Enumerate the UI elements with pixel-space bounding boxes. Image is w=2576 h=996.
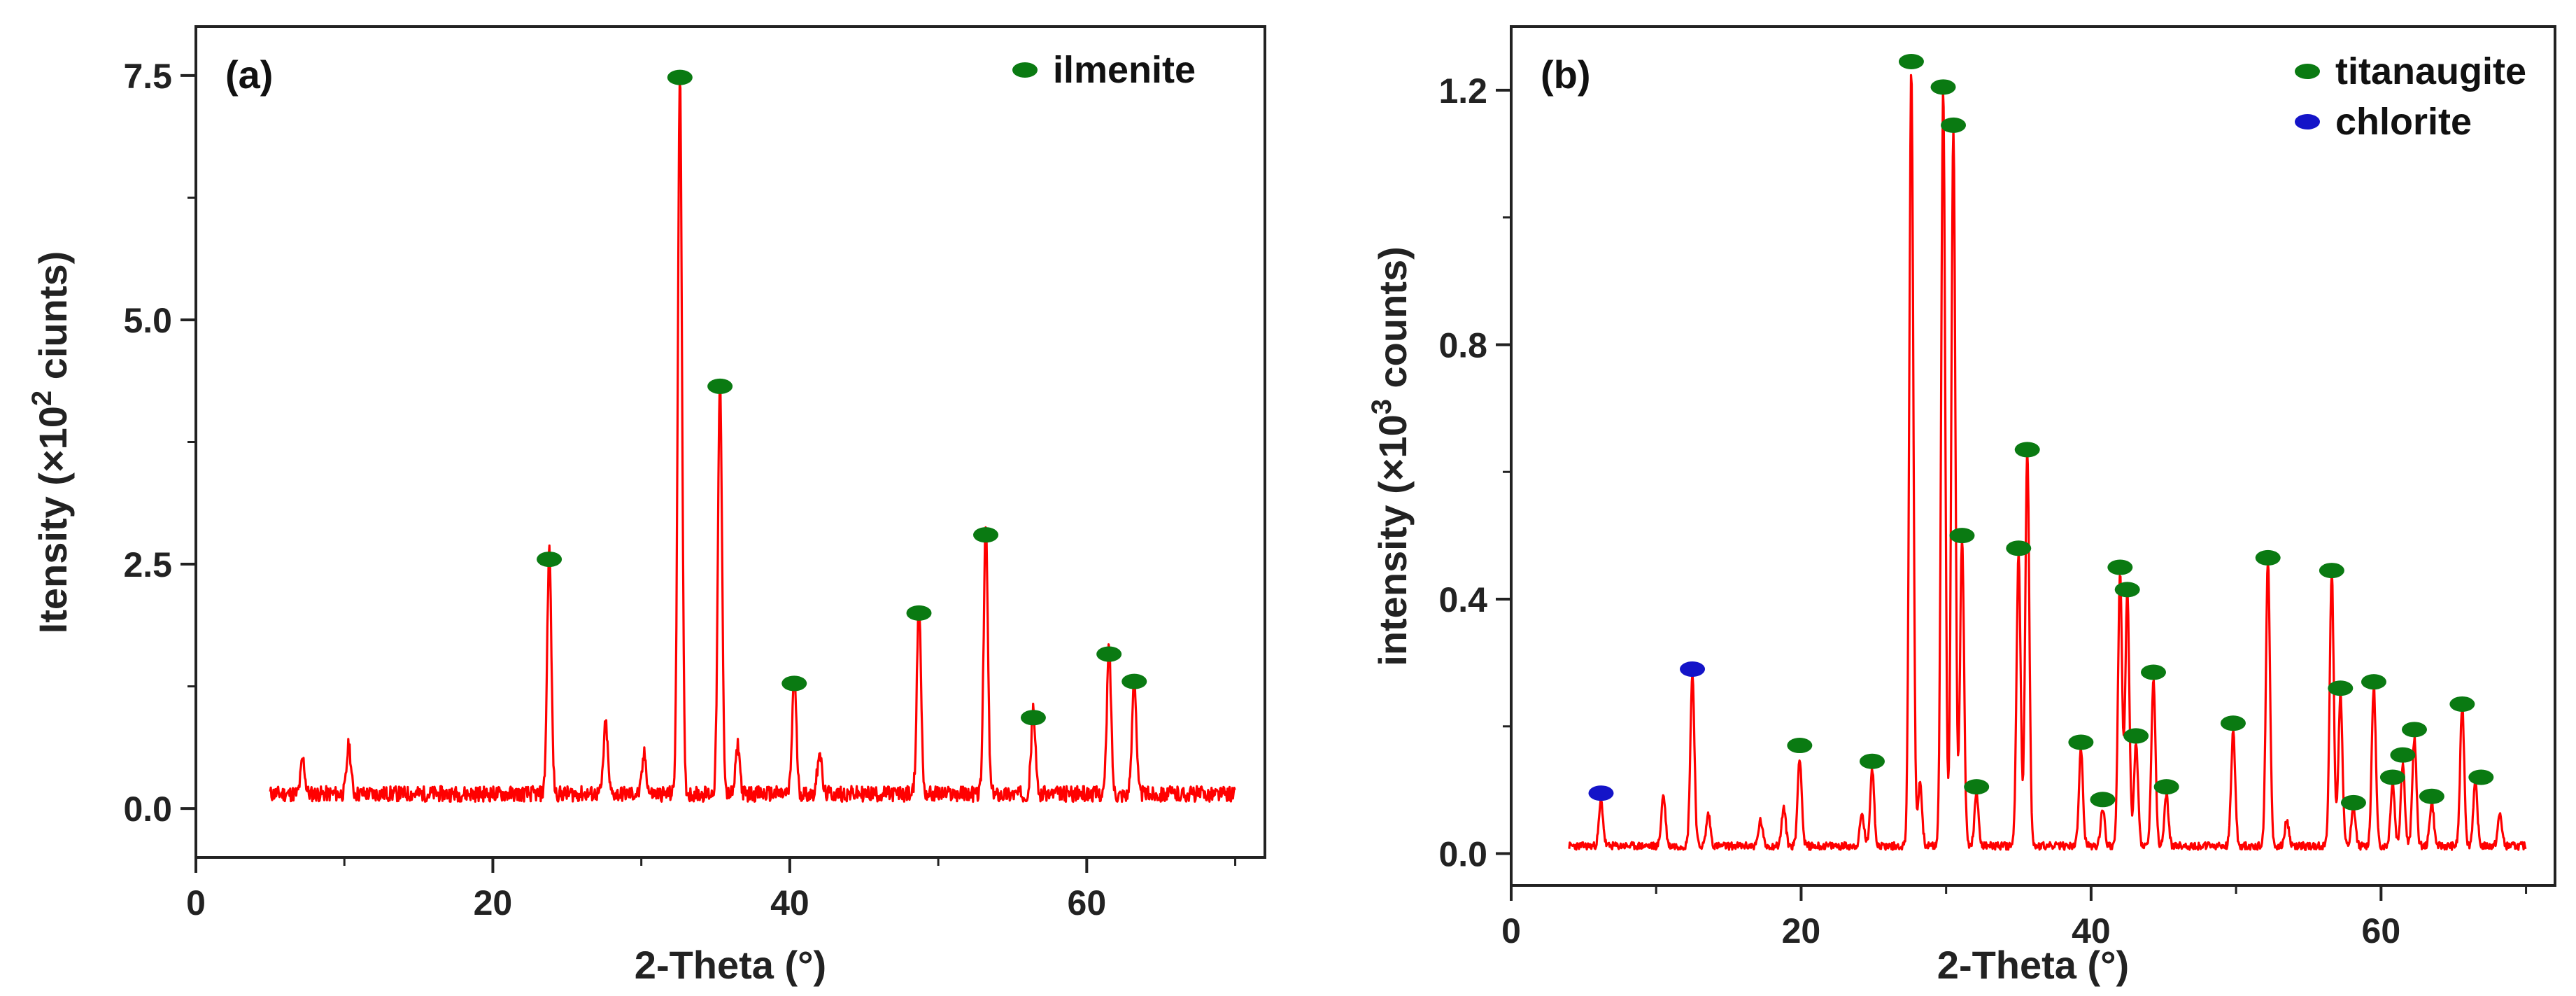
panel-a-ilmenite-peak-marker	[537, 552, 562, 568]
panel-b-chlorite-peak-marker	[1680, 661, 1706, 677]
panel-b-legend-titanaugite-swatch	[2295, 64, 2320, 79]
panel-a-ilmenite-peak-marker	[906, 605, 932, 621]
panel-b-chlorite-peak-marker	[1588, 785, 1614, 801]
panel-b-titanaugite-peak-marker	[2361, 674, 2386, 690]
panel-b-legend-titanaugite-label: titanaugite	[2335, 50, 2526, 92]
panel-b-titanaugite-peak-marker	[2401, 722, 2427, 738]
panel-a-ilmenite-peak-marker	[973, 527, 999, 543]
panel-b-titanaugite-peak-marker	[2090, 792, 2116, 808]
panel-a-x-axis-title: 2-Theta (°)	[635, 943, 826, 987]
panel-b-titanaugite-peak-marker	[2379, 769, 2405, 785]
panel-a-ilmenite-peak-marker	[1121, 673, 1147, 689]
panel-a-ilmenite-peak-marker	[707, 378, 733, 394]
panel-b-y-axis-title-tail: counts)	[1371, 246, 1415, 399]
panel-b-y-axis-title: intensity (×103 counts)	[1366, 246, 1415, 666]
panel-b-titanaugite-peak-marker	[2014, 442, 2040, 458]
panel-a-x-tick-label: 60	[1068, 883, 1107, 923]
panel-a-legend-ilmenite-label: ilmenite	[1053, 49, 1196, 91]
panel-b-y-axis-title-sup: 3	[1366, 399, 1397, 414]
panel-b-y-tick-label: 0.4	[1438, 580, 1487, 619]
panel-b-titanaugite-peak-marker	[1941, 117, 1967, 133]
panel-b-titanaugite-peak-marker	[2220, 715, 2246, 731]
panel-b-titanaugite-peak-marker	[1898, 53, 1924, 69]
panel-b-titanaugite-peak-marker	[2153, 779, 2179, 795]
panel-a-y-tick-label: 7.5	[123, 57, 172, 96]
panel-a-y-tick-label: 2.5	[123, 545, 172, 584]
panel-b-titanaugite-peak-marker	[2449, 696, 2475, 712]
panel-a-chart: 0 20 40 60 0.0 2.5 5.0 7.5 2-Theta (°) Itensity (…	[27, 25, 1266, 987]
panel-b-titanaugite-peak-marker	[2068, 734, 2094, 750]
panel-a-xrd-pattern-line	[269, 80, 1236, 804]
panel-b-titanaugite-peak-marker	[2123, 728, 2149, 744]
panel-b-panel-label: (b)	[1541, 52, 1591, 97]
panel-b-titanaugite-peak-marker	[2107, 559, 2133, 575]
panel-a-y-axis-title-sup: 2	[27, 391, 57, 406]
panel-b-titanaugite-peak-marker	[1964, 779, 1990, 795]
panel-b-titanaugite-peak-marker	[1949, 528, 1975, 544]
panel-b-plot-frame	[1510, 25, 2556, 887]
panel-a-y-tick-label: 0.0	[123, 790, 172, 829]
panel-b-chart: 0 20 40 60 0.0 0.4 0.8 1.2 2-Theta (°) intensity …	[1366, 25, 2556, 987]
panel-b-titanaugite-peak-marker	[1859, 753, 1885, 769]
panel-a-y-axis-title-main: Itensity (×10	[31, 406, 75, 633]
panel-a-panel-label: (a)	[225, 52, 273, 97]
panel-b-titanaugite-peak-marker	[2340, 794, 2366, 811]
panel-a-legend-ilmenite-swatch	[1012, 62, 1038, 78]
panel-b-x-tick-label: 60	[2362, 911, 2401, 951]
panel-b-x-tick-label: 20	[1782, 911, 1821, 951]
panel-a-ilmenite-peak-marker	[781, 675, 807, 692]
panel-a-x-tick-label: 20	[474, 883, 513, 923]
panel-b-legend-chlorite-label: chlorite	[2335, 101, 2472, 143]
panel-b-titanaugite-peak-marker	[1787, 738, 1813, 754]
panel-b-y-tick-label: 0.0	[1438, 835, 1487, 874]
panel-b-titanaugite-peak-marker	[1930, 79, 1956, 95]
panel-a-y-axis-title-tail: ciunts)	[31, 251, 75, 391]
panel-b-y-axis-title-main: intensity (×10	[1371, 414, 1415, 666]
panel-b-xrd-pattern-line	[1568, 73, 2527, 851]
panel-b-titanaugite-peak-marker	[2390, 747, 2416, 763]
panel-a-ilmenite-peak-marker	[667, 69, 693, 85]
panel-b-titanaugite-peak-marker	[2468, 769, 2494, 785]
panel-b-titanaugite-peak-marker	[2114, 582, 2140, 598]
panel-b-y-tick-label: 0.8	[1438, 325, 1487, 365]
panel-b-titanaugite-peak-marker	[2006, 540, 2032, 556]
panel-b-y-tick-label: 1.2	[1438, 71, 1487, 111]
panel-b-x-tick-label: 0	[1501, 911, 1521, 951]
panel-b-titanaugite-peak-marker	[2255, 549, 2281, 566]
panel-b-x-tick-label: 40	[2072, 911, 2111, 951]
panel-b-legend-chlorite-swatch	[2295, 114, 2320, 129]
panel-b-x-axis-title: 2-Theta (°)	[1937, 943, 2129, 987]
panel-a-ilmenite-peak-marker	[1096, 646, 1122, 662]
panel-a-ilmenite-peak-marker	[1020, 710, 1046, 726]
panel-b-titanaugite-peak-marker	[2140, 664, 2166, 680]
panel-b-titanaugite-peak-marker	[2319, 563, 2344, 579]
panel-a-x-tick-label: 40	[770, 883, 809, 923]
panel-a-plot-frame	[194, 25, 1266, 859]
panel-b-titanaugite-peak-marker	[2328, 680, 2354, 696]
panel-a-y-axis-title: Itensity (×102 ciunts)	[27, 251, 75, 634]
panel-a-y-tick-label: 5.0	[123, 301, 172, 340]
panel-b-titanaugite-peak-marker	[2419, 788, 2444, 804]
panel-a-x-tick-label: 0	[186, 883, 206, 923]
